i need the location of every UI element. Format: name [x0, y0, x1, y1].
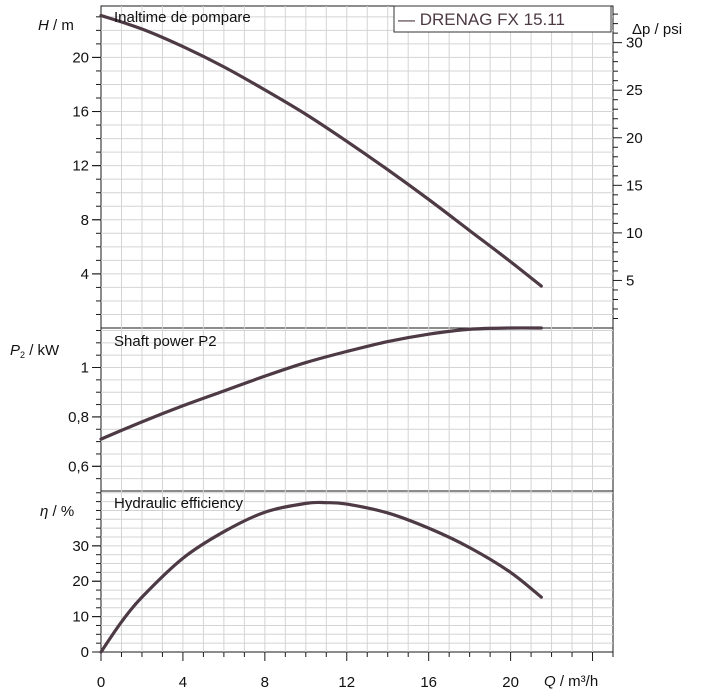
right-tick-label: 20 — [626, 130, 643, 147]
curves — [99, 13, 543, 654]
y-label-power: P2 / kW — [10, 342, 60, 360]
y-tick-label: 30 — [72, 538, 89, 555]
panel-title-efficiency: Hydraulic efficiency — [114, 495, 243, 512]
right-tick-label: 15 — [626, 177, 643, 194]
y-tick-label: 12 — [72, 158, 89, 175]
y-tick-label: 1 — [81, 360, 89, 377]
y-tick-label: 0 — [81, 644, 89, 661]
x-tick-label: 4 — [179, 674, 187, 691]
efficiency-curve — [99, 500, 543, 654]
y-tick-label: 0,6 — [68, 458, 89, 475]
x-tick-label: 12 — [338, 674, 355, 691]
y-tick-label: 20 — [72, 573, 89, 590]
power-curve — [99, 326, 543, 441]
right-tick-label: 30 — [626, 35, 643, 52]
head-curve — [99, 13, 543, 288]
right-tick-label: 5 — [626, 272, 634, 289]
x-tick-label: 20 — [502, 674, 519, 691]
x-tick-label: 0 — [97, 674, 105, 691]
y-tick-label: 4 — [81, 266, 89, 283]
y-tick-label: 16 — [72, 104, 89, 121]
x-tick-label: 16 — [420, 674, 437, 691]
y-tick-label: 20 — [72, 49, 89, 66]
y-tick-label: 8 — [81, 212, 89, 229]
y-tick-label: 0,8 — [68, 409, 89, 426]
right-tick-label: 25 — [626, 82, 643, 99]
y-label-head: H / m — [38, 17, 74, 34]
y-label-right-pressure: Δp / psi — [632, 21, 682, 38]
legend-label: — DRENAG FX 15.11 — [398, 10, 565, 29]
y-tick-label: 10 — [72, 609, 89, 626]
x-label: Q / m³/h — [544, 673, 598, 690]
panel-title-power: Shaft power P2 — [114, 333, 217, 350]
panel-title-head: Inaltime de pompare — [114, 9, 251, 26]
x-tick-label: 8 — [261, 674, 269, 691]
legend-box — [393, 5, 612, 33]
plot-frame — [100, 5, 614, 653]
y-label-efficiency: η / % — [40, 503, 74, 520]
tick-marks — [92, 13, 622, 661]
right-tick-label: 10 — [626, 225, 643, 242]
